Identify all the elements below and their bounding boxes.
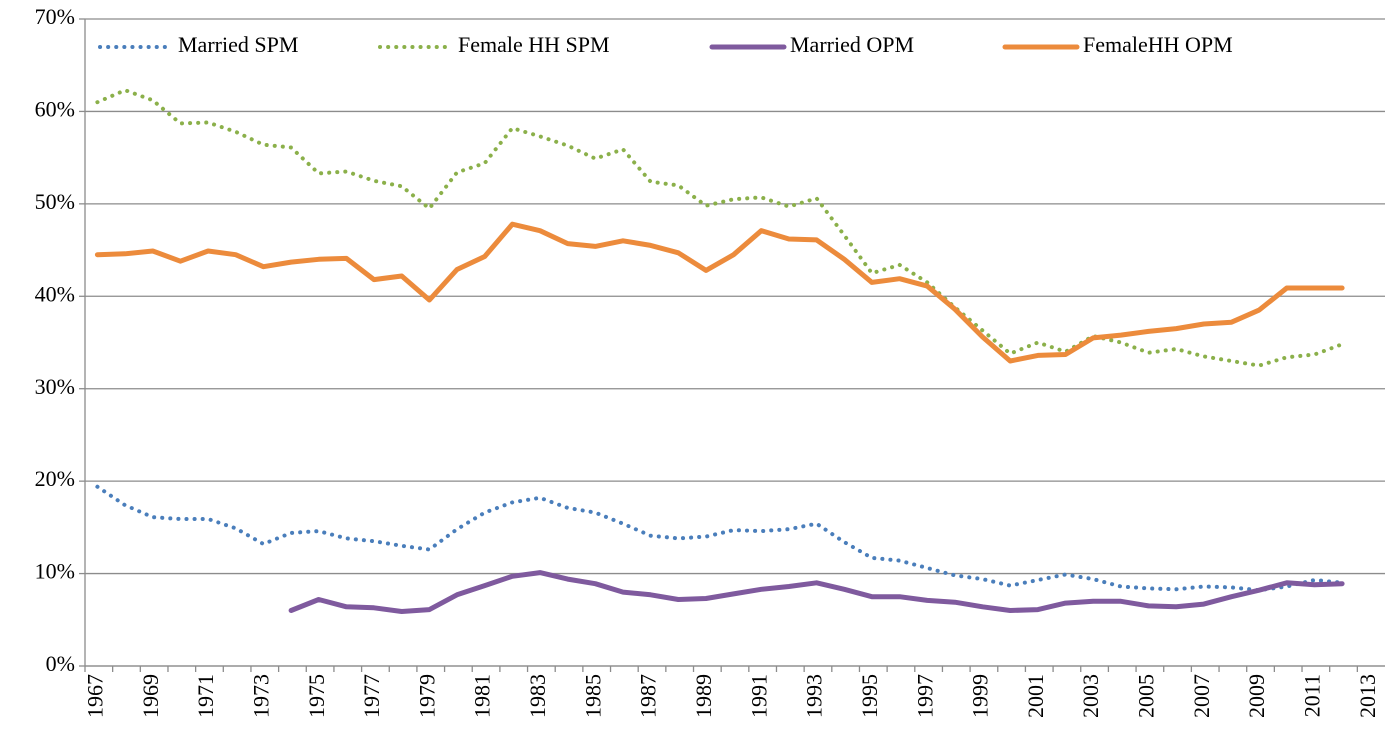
x-tick-label: 1971 bbox=[193, 674, 218, 718]
x-tick-label: 1983 bbox=[525, 674, 550, 718]
y-tick-label: 0% bbox=[46, 651, 75, 676]
x-tick-label: 1967 bbox=[82, 674, 107, 718]
x-tick-label: 2003 bbox=[1078, 674, 1103, 718]
y-tick-label: 50% bbox=[35, 189, 75, 214]
x-tick-label: 1979 bbox=[414, 674, 439, 718]
x-tick-label: 2005 bbox=[1134, 674, 1159, 718]
legend-label: FemaleHH OPM bbox=[1083, 32, 1233, 57]
y-tick-label: 30% bbox=[35, 374, 75, 399]
x-tick-label: 1973 bbox=[248, 674, 273, 718]
x-tick-label: 1969 bbox=[138, 674, 163, 718]
y-tick-label: 10% bbox=[35, 559, 75, 584]
x-tick-label: 1975 bbox=[304, 674, 329, 718]
series-line bbox=[94, 221, 1345, 364]
x-tick-label: 1977 bbox=[359, 674, 384, 718]
x-tick-label: 1989 bbox=[691, 674, 716, 718]
x-tick-label: 1981 bbox=[470, 674, 495, 718]
x-tick-label: 1999 bbox=[968, 674, 993, 718]
y-tick-label: 40% bbox=[35, 281, 75, 306]
x-tick-label: 2009 bbox=[1244, 674, 1269, 718]
legend-label: Married OPM bbox=[790, 32, 914, 57]
x-tick-label: 2007 bbox=[1189, 674, 1214, 718]
series-line bbox=[95, 484, 1345, 593]
x-tick-label: 1995 bbox=[857, 674, 882, 718]
x-tick-label: 2011 bbox=[1300, 674, 1325, 717]
legend-label: Married SPM bbox=[178, 32, 298, 57]
y-tick-label: 20% bbox=[35, 466, 75, 491]
series-line bbox=[288, 570, 1345, 614]
y-tick-label: 60% bbox=[35, 96, 75, 121]
y-tick-label: 70% bbox=[35, 4, 75, 29]
x-tick-label: 1993 bbox=[802, 674, 827, 718]
x-tick-label: 1987 bbox=[636, 674, 661, 718]
x-tick-label: 1997 bbox=[912, 674, 937, 718]
legend-label: Female HH SPM bbox=[458, 32, 610, 57]
series-line bbox=[95, 88, 1345, 368]
x-tick-label: 1985 bbox=[580, 674, 605, 718]
x-tick-label: 2013 bbox=[1355, 674, 1380, 718]
x-tick-label: 1991 bbox=[746, 674, 771, 718]
x-tick-label: 2001 bbox=[1023, 674, 1048, 718]
